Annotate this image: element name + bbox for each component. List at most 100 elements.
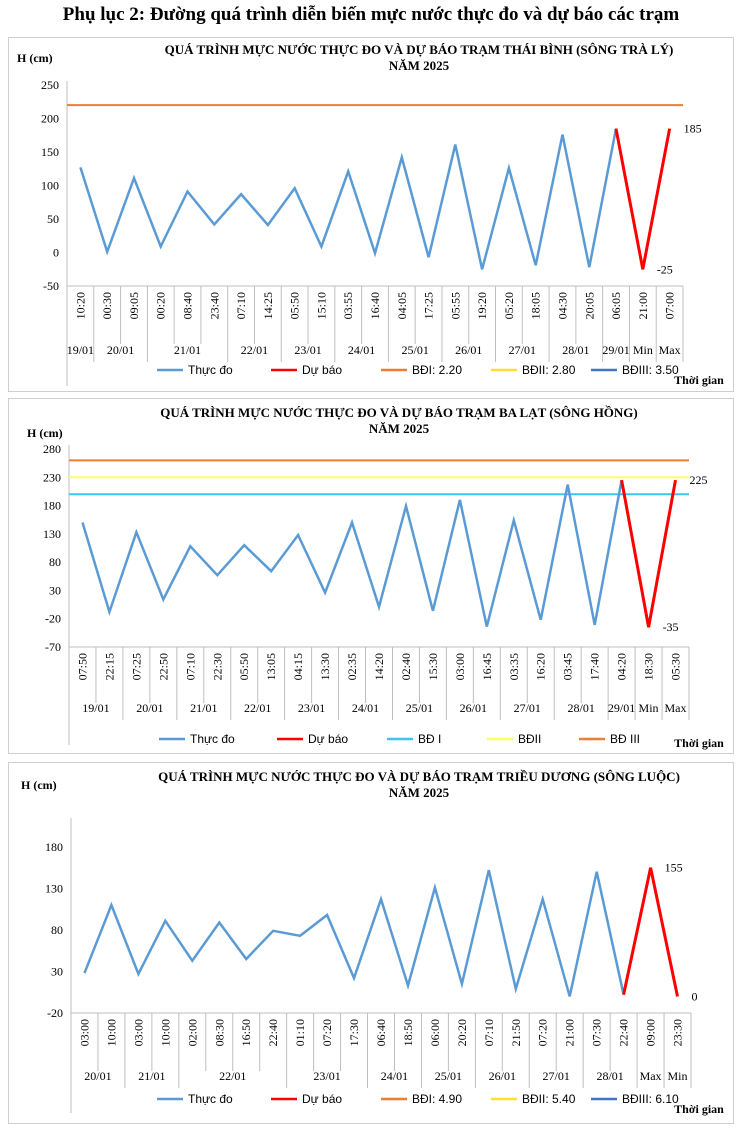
x-tick-label: 16:45 xyxy=(480,653,494,680)
y-tick-label: 280 xyxy=(43,442,61,456)
y-tick-label: 150 xyxy=(41,145,59,159)
x-tick-label: 07:10 xyxy=(482,1019,496,1046)
x-tick-label: 03:00 xyxy=(453,653,467,680)
legend-label: BĐ III xyxy=(610,732,640,746)
x-tick-label: 18:30 xyxy=(642,653,656,680)
x-tick-label: 22:15 xyxy=(102,653,116,680)
x-tick-label: 05:55 xyxy=(448,292,462,319)
chart-thai-binh: QUÁ TRÌNH MỰC NƯỚC THỰC ĐO VÀ DỰ BÁO TRẠ… xyxy=(17,42,724,387)
x-tick-label: 16:20 xyxy=(534,653,548,680)
y-tick-label: 50 xyxy=(47,212,59,226)
date-group-label: 23/01 xyxy=(313,1069,340,1083)
forecast-series-line xyxy=(620,479,677,628)
x-tick-label: 05:30 xyxy=(669,653,683,680)
date-group-label: 24/01 xyxy=(381,1069,408,1083)
date-group-label: 22/01 xyxy=(241,343,268,357)
legend-label: Dự báo xyxy=(302,1092,342,1106)
x-tick-label: 08:40 xyxy=(181,292,195,319)
date-group-label: 26/01 xyxy=(460,701,487,715)
date-group-label: Max xyxy=(665,701,687,715)
legend-label: BĐII: 5.40 xyxy=(522,1092,576,1106)
x-tick-label: 09:05 xyxy=(127,292,141,319)
x-tick-label: 10:00 xyxy=(104,1019,118,1046)
date-group-label: 28/01 xyxy=(596,1069,623,1083)
y-tick-label: 30 xyxy=(49,583,61,597)
legend-label: Dự báo xyxy=(308,732,348,746)
data-label: -35 xyxy=(663,620,679,634)
chart-ba-lat: QUÁ TRÌNH MỰC NƯỚC THỰC ĐO VÀ DỰ BÁO TRẠ… xyxy=(27,405,724,750)
page-title: Phụ lục 2: Đường quá trình diễn biến mực… xyxy=(62,4,680,25)
chart-title: QUÁ TRÌNH MỰC NƯỚC THỰC ĐO VÀ DỰ BÁO TRẠ… xyxy=(160,405,638,420)
chart-title-year: NĂM 2025 xyxy=(369,421,430,436)
x-tick-label: 16:40 xyxy=(368,292,382,319)
x-tick-label: 13:05 xyxy=(264,653,278,680)
x-tick-label: 03:35 xyxy=(507,653,521,680)
x-tick-label: 22:50 xyxy=(156,653,170,680)
x-tick-label: 03:55 xyxy=(341,292,355,319)
x-tick-label: 08:30 xyxy=(212,1019,226,1046)
legend-label: Dự báo xyxy=(302,363,342,377)
legend-label: Thực đo xyxy=(188,1092,233,1106)
x-axis-label: Thời gian xyxy=(674,736,724,750)
legend-label: BĐIII: 6.10 xyxy=(622,1092,679,1106)
x-tick-label: 07:25 xyxy=(129,653,143,680)
x-tick-label: 05:50 xyxy=(288,292,302,319)
date-group-label: 21/01 xyxy=(190,701,217,715)
legend-label: BĐ I xyxy=(418,732,441,746)
x-tick-label: 18:50 xyxy=(401,1019,415,1046)
x-tick-label: 06:05 xyxy=(609,292,623,319)
date-group-label: 25/01 xyxy=(402,343,429,357)
x-tick-label: 10:00 xyxy=(158,1019,172,1046)
x-tick-label: 03:00 xyxy=(77,1019,91,1046)
date-group-label: 26/01 xyxy=(455,343,482,357)
forecast-series-line xyxy=(614,128,672,270)
date-group-label: 21/01 xyxy=(138,1069,165,1083)
x-tick-label: 07:20 xyxy=(536,1019,550,1046)
y-tick-label: -50 xyxy=(43,279,59,293)
y-tick-label: 130 xyxy=(45,881,63,895)
x-tick-label: 03:45 xyxy=(561,653,575,680)
legend-label: BĐI: 4.90 xyxy=(412,1092,462,1106)
data-label: 225 xyxy=(690,473,708,487)
x-tick-label: 15:30 xyxy=(426,653,440,680)
legend-label: Thực đo xyxy=(188,363,233,377)
x-tick-label: 10:20 xyxy=(73,292,87,319)
x-tick-label: 05:50 xyxy=(237,653,251,680)
y-tick-label: -70 xyxy=(45,640,61,654)
data-label: 185 xyxy=(684,122,702,136)
chart-title: QUÁ TRÌNH MỰC NƯỚC THỰC ĐO VÀ DỰ BÁO TRẠ… xyxy=(165,42,674,57)
date-group-label: Max xyxy=(640,1069,662,1083)
x-tick-label: 00:30 xyxy=(100,292,114,319)
x-tick-label: 02:00 xyxy=(185,1019,199,1046)
date-group-label: 23/01 xyxy=(294,343,321,357)
date-group-label: 22/01 xyxy=(219,1069,246,1083)
date-group-label: Min xyxy=(668,1069,688,1083)
x-tick-label: 20:05 xyxy=(582,292,596,319)
x-tick-label: 21:50 xyxy=(509,1019,523,1046)
x-tick-label: 20:20 xyxy=(455,1019,469,1046)
observed-series-line xyxy=(79,128,618,270)
x-tick-label: 00:20 xyxy=(154,292,168,319)
x-tick-label: 02:40 xyxy=(399,653,413,680)
x-tick-label: 19:20 xyxy=(475,292,489,319)
chart-title: QUÁ TRÌNH MỰC NƯỚC THỰC ĐO VÀ DỰ BÁO TRẠ… xyxy=(158,769,680,784)
chart-trieu-duong: QUÁ TRÌNH MỰC NƯỚC THỰC ĐO VÀ DỰ BÁO TRẠ… xyxy=(21,769,724,1116)
chart-panel-ba-lat: QUÁ TRÌNH MỰC NƯỚC THỰC ĐO VÀ DỰ BÁO TRẠ… xyxy=(8,398,734,754)
date-group-label: Max xyxy=(659,343,681,357)
date-group-label: 19/01 xyxy=(67,343,94,357)
y-tick-label: 180 xyxy=(45,840,63,854)
date-group-label: 20/01 xyxy=(136,701,163,715)
y-tick-label: 180 xyxy=(43,499,61,513)
x-tick-label: 17:30 xyxy=(347,1019,361,1046)
x-tick-label: 04:15 xyxy=(291,653,305,680)
x-tick-label: 07:50 xyxy=(75,653,89,680)
y-tick-label: 250 xyxy=(41,78,59,92)
date-group-label: 29/01 xyxy=(608,701,635,715)
legend-label: Thực đo xyxy=(190,732,235,746)
x-tick-label: 04:20 xyxy=(615,653,629,680)
y-tick-label: 30 xyxy=(51,964,63,978)
x-tick-label: 06:40 xyxy=(374,1019,388,1046)
x-tick-label: 22:40 xyxy=(617,1019,631,1046)
x-tick-label: 22:40 xyxy=(266,1019,280,1046)
y-tick-label: 230 xyxy=(43,470,61,484)
